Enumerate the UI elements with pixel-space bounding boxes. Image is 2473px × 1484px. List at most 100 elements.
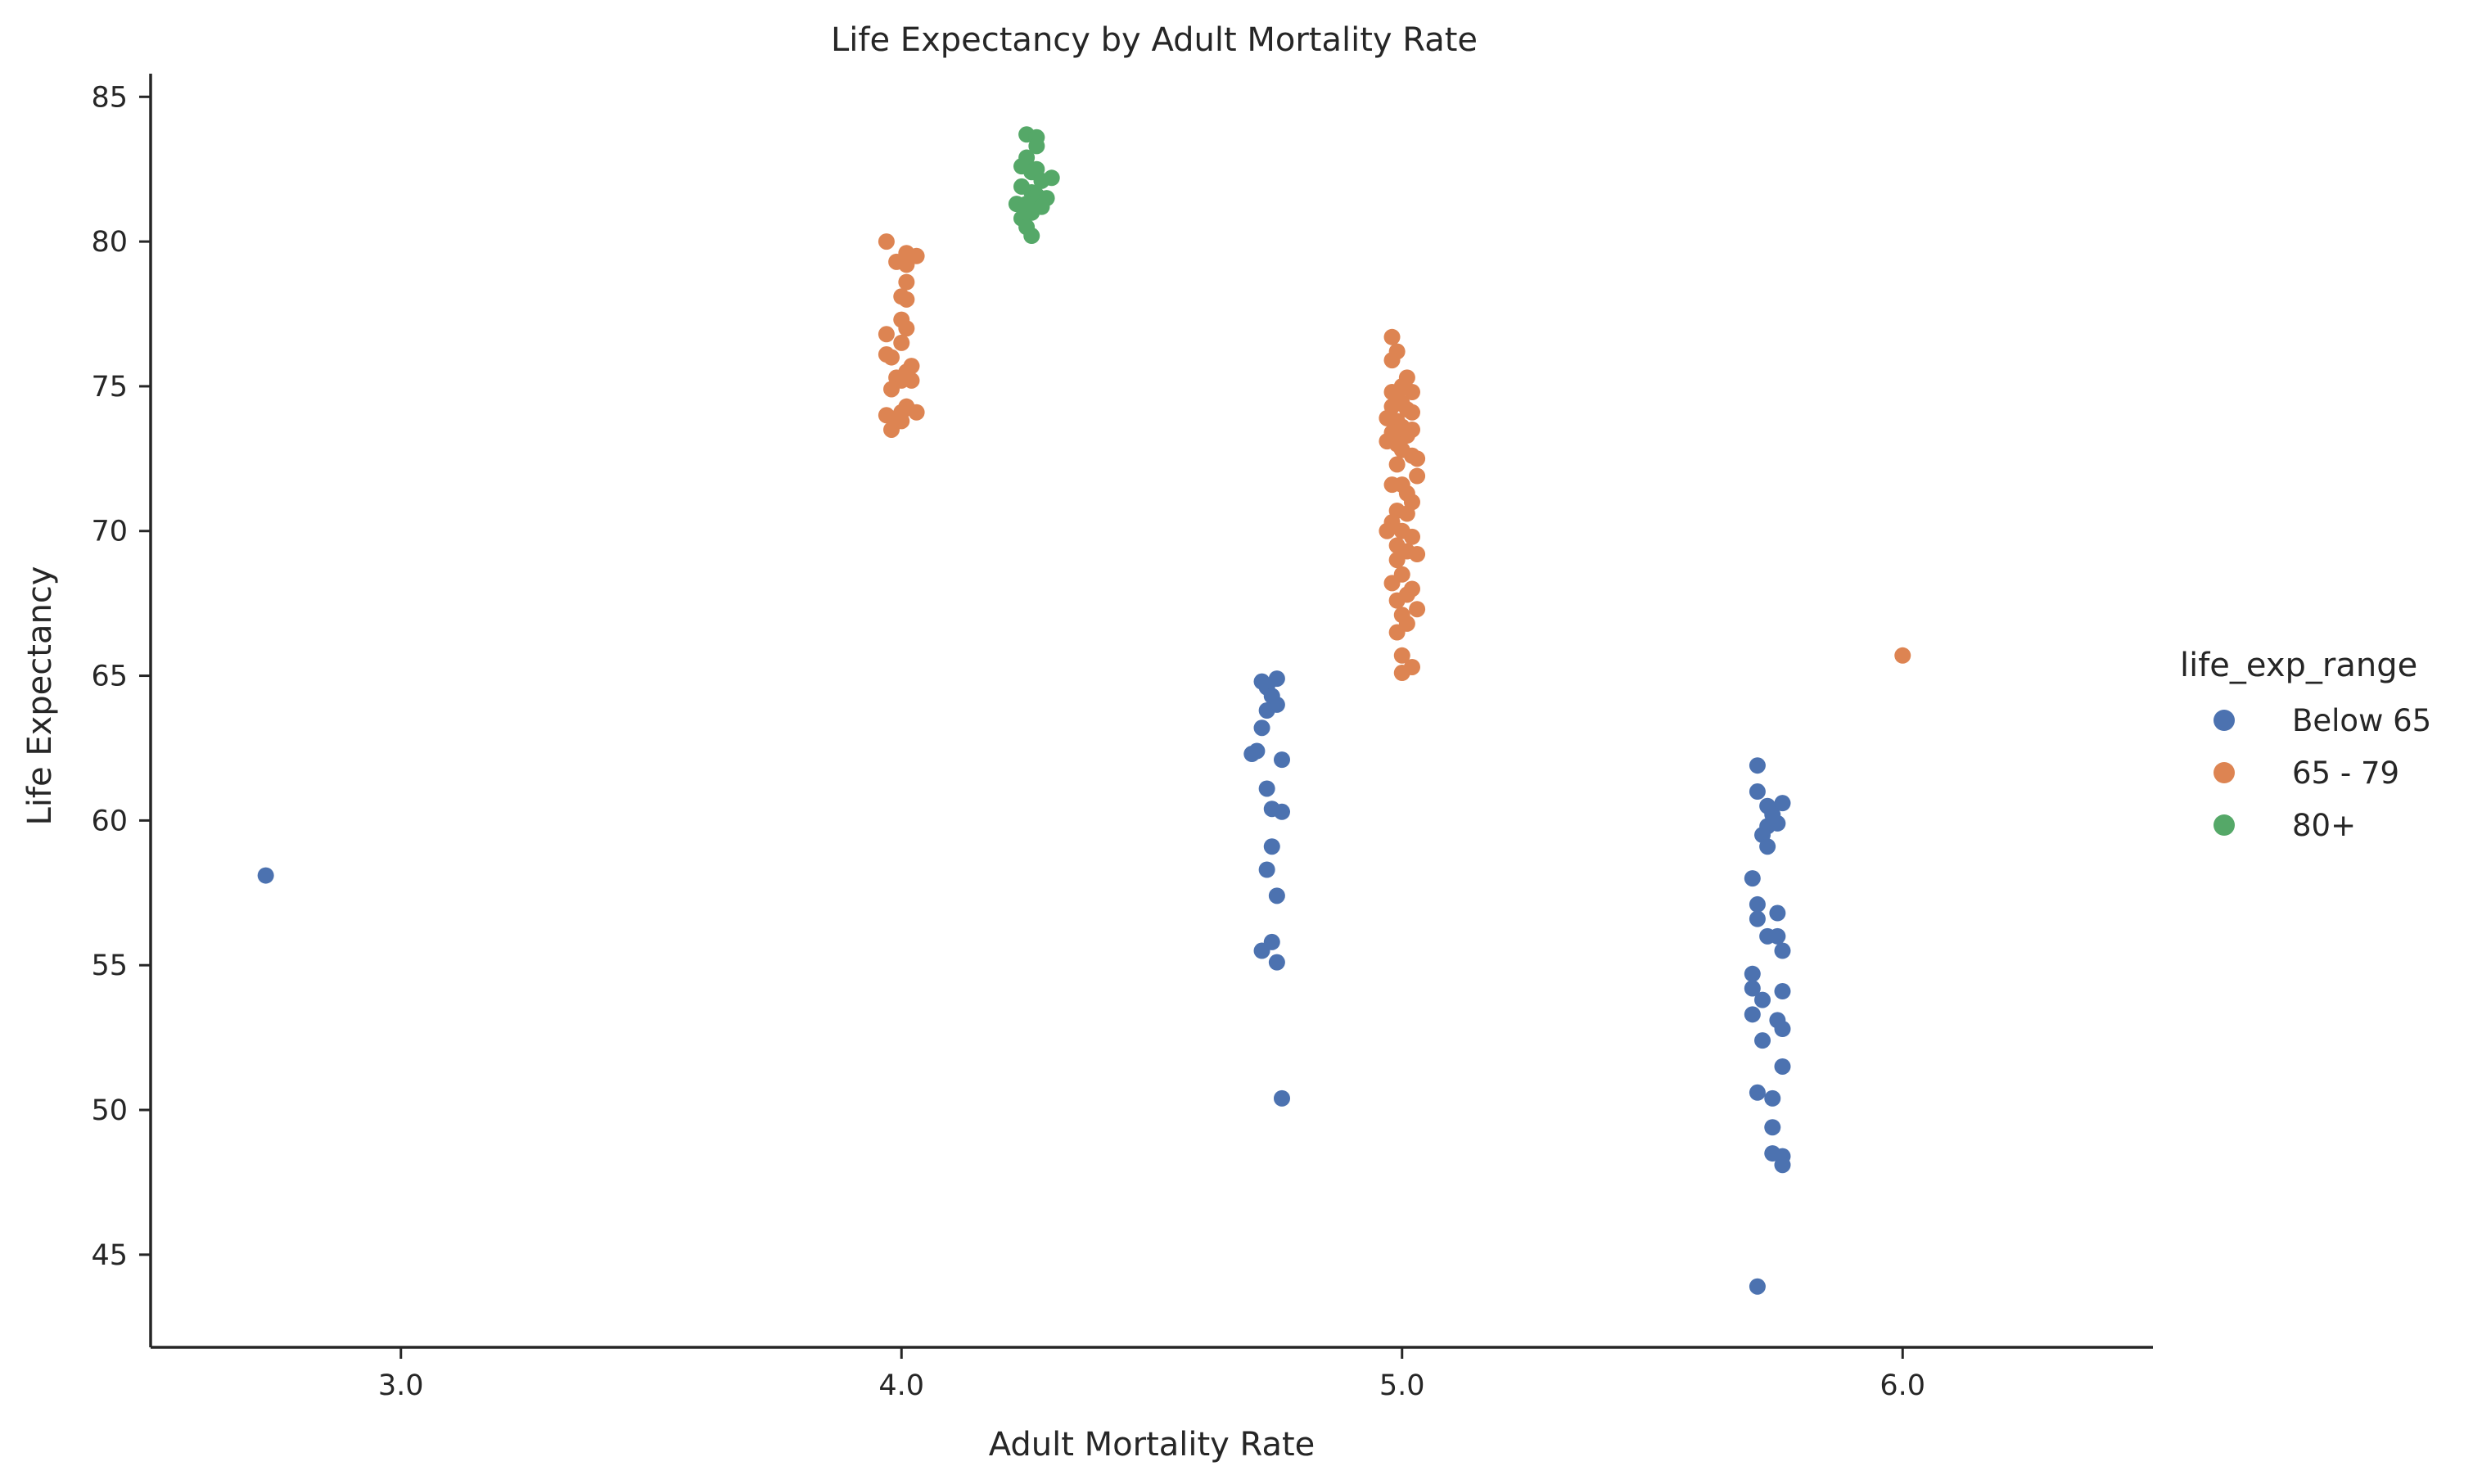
data-point <box>1774 983 1791 1000</box>
x-tick-label: 6.0 <box>1880 1369 1925 1402</box>
points-layer <box>257 126 1911 1295</box>
data-point <box>1263 838 1280 855</box>
data-point <box>1388 456 1406 473</box>
data-point <box>1769 814 1786 832</box>
legend-label: Below 65 <box>2292 703 2431 738</box>
data-point <box>1409 467 1426 485</box>
data-point <box>1393 665 1410 682</box>
data-point <box>1403 404 1420 421</box>
data-point <box>1749 1084 1766 1101</box>
data-point <box>1894 647 1911 664</box>
data-point <box>908 404 925 421</box>
data-point <box>1033 172 1050 189</box>
data-point <box>1268 887 1285 904</box>
x-axis-label: Adult Mortality Rate <box>989 1426 1315 1464</box>
y-tick-label: 65 <box>91 661 128 693</box>
data-point <box>883 381 900 398</box>
data-point <box>878 326 895 343</box>
data-point <box>1774 942 1791 959</box>
data-point <box>1754 991 1771 1008</box>
legend-marker <box>2214 762 2235 783</box>
data-point <box>1398 505 1415 522</box>
data-point <box>1388 592 1406 609</box>
data-point <box>1258 861 1275 878</box>
series-group <box>257 670 1791 1295</box>
x-tick-label: 4.0 <box>878 1369 924 1402</box>
data-point <box>1393 647 1410 664</box>
data-point <box>1749 895 1766 913</box>
ticks-layer: 3.0 4.0 5.0 6.0 45 50 55 60 65 70 75 80 85 <box>91 81 1925 1402</box>
data-point <box>1273 803 1290 820</box>
data-point <box>257 867 274 884</box>
series-group <box>878 233 1911 682</box>
legend-label: 65 - 79 <box>2292 756 2399 791</box>
data-point <box>1268 954 1285 971</box>
data-point <box>1749 783 1766 801</box>
legend-label: 80+ <box>2292 808 2356 843</box>
data-point <box>1388 624 1406 641</box>
y-tick-label: 75 <box>91 371 128 404</box>
y-tick-label: 85 <box>91 81 128 114</box>
legend-title: life_exp_range <box>2180 647 2417 684</box>
data-point <box>1769 927 1786 945</box>
data-point <box>1774 795 1791 812</box>
data-point <box>1403 528 1420 545</box>
data-point <box>883 349 900 366</box>
data-point <box>1273 1089 1290 1107</box>
data-point <box>898 256 915 273</box>
data-point <box>1754 1032 1771 1049</box>
data-point <box>1383 328 1401 345</box>
y-axis-label: Life Expectancy <box>21 566 59 826</box>
data-point <box>1383 352 1401 369</box>
legend-marker <box>2214 710 2235 731</box>
data-point <box>1764 1089 1781 1107</box>
data-point <box>1243 746 1261 763</box>
data-point <box>1749 1278 1766 1295</box>
data-point <box>883 421 900 438</box>
data-point <box>1744 1006 1761 1023</box>
y-tick-label: 50 <box>91 1094 128 1127</box>
data-point <box>1253 719 1270 737</box>
data-point <box>1379 522 1396 539</box>
data-point <box>1769 904 1786 922</box>
series-group <box>1008 126 1060 245</box>
y-tick-label: 70 <box>91 516 128 548</box>
data-point <box>1749 757 1766 774</box>
data-point <box>1774 1058 1791 1075</box>
data-point <box>1744 870 1761 887</box>
data-point <box>1409 450 1426 467</box>
data-point <box>898 273 915 291</box>
data-point <box>1774 1157 1791 1174</box>
legend-entries: Below 65 65 - 79 80+ <box>2214 703 2431 843</box>
data-point <box>1749 910 1766 927</box>
data-point <box>1023 228 1040 245</box>
data-point <box>1253 942 1270 959</box>
data-point <box>898 320 915 337</box>
data-point <box>898 291 915 308</box>
data-point <box>1383 575 1401 592</box>
data-point <box>1764 1119 1781 1136</box>
y-tick-label: 55 <box>91 949 128 982</box>
x-tick-label: 3.0 <box>378 1369 424 1402</box>
y-tick-label: 80 <box>91 226 128 259</box>
data-point <box>1409 546 1426 563</box>
data-point <box>1258 702 1275 719</box>
data-point <box>1744 980 1761 997</box>
data-point <box>1744 965 1761 982</box>
data-point <box>1774 1021 1791 1037</box>
data-point <box>1388 552 1406 569</box>
legend: life_exp_range Below 65 65 - 79 80+ <box>2180 647 2431 843</box>
data-point <box>1028 138 1045 155</box>
y-tick-label: 45 <box>91 1239 128 1272</box>
data-point <box>1403 384 1420 400</box>
data-point <box>1409 601 1426 618</box>
chart-title: Life Expectancy by Adult Mortality Rate <box>831 21 1478 59</box>
legend-marker <box>2214 814 2235 836</box>
data-point <box>1258 780 1275 797</box>
data-point <box>1383 476 1401 494</box>
data-point <box>878 233 895 250</box>
x-tick-label: 5.0 <box>1379 1369 1425 1402</box>
y-tick-label: 60 <box>91 805 128 837</box>
